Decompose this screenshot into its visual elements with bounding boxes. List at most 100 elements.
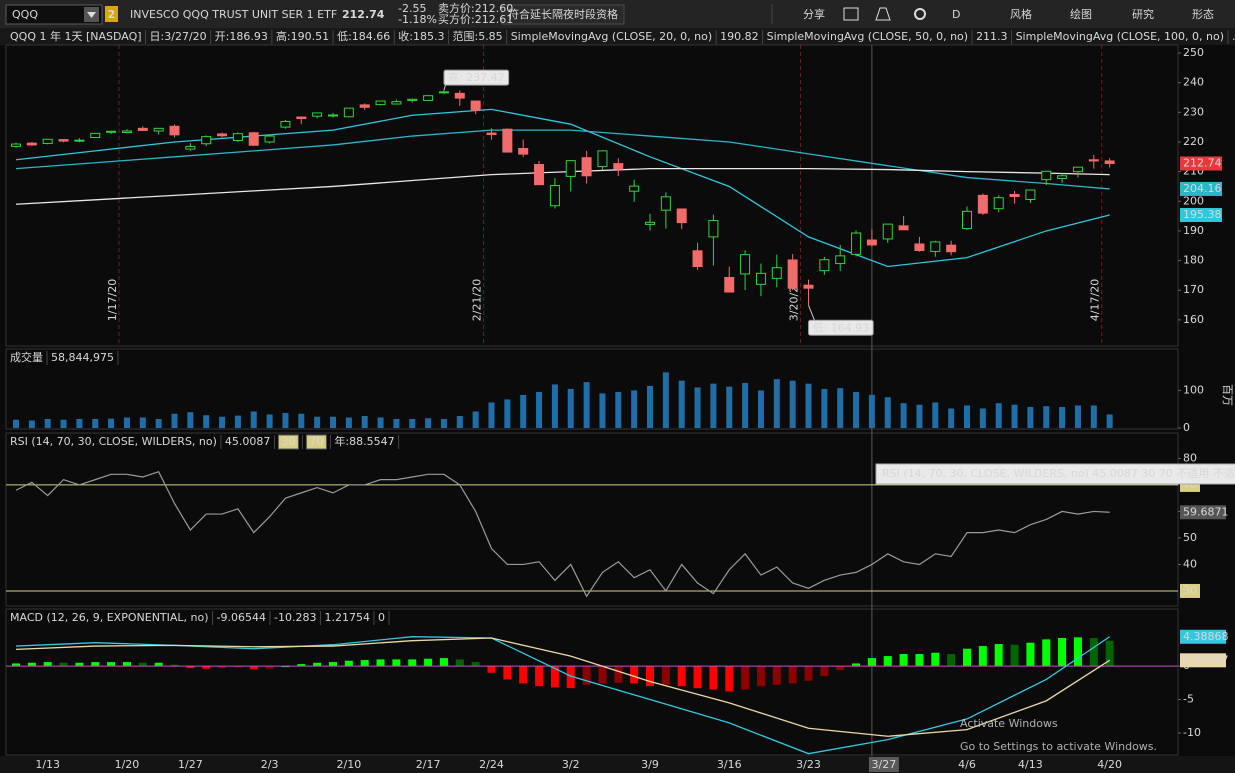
macd-last-label: 4.38868	[1183, 630, 1229, 643]
volume-bar	[472, 411, 479, 428]
candle-body	[597, 150, 608, 168]
moving-average-line	[15, 129, 1110, 190]
macd-histogram-bar	[836, 666, 845, 671]
x-tick-label: 3/23	[796, 758, 821, 771]
macd-histogram-bar	[1089, 638, 1098, 667]
y-tick-label: 180	[1183, 254, 1204, 267]
macd-histogram-bar	[1105, 640, 1114, 667]
volume-bar	[726, 386, 733, 428]
macd-panel	[5, 608, 1179, 756]
macd-histogram-bar	[646, 666, 654, 687]
volume-bar	[250, 411, 257, 428]
volume-bar	[361, 415, 368, 428]
candle-body	[343, 107, 354, 118]
volume-bar	[76, 418, 83, 428]
macd-histogram-bar	[677, 666, 686, 687]
toolbar-button[interactable]: 研究	[1132, 7, 1154, 21]
macd-histogram-bar	[582, 666, 591, 685]
toolbar-button[interactable]: 分享	[803, 7, 825, 21]
candle-body	[660, 196, 671, 211]
volume-bar	[1106, 414, 1113, 428]
rsi-level: 70	[309, 435, 323, 448]
info-field: 日:3/27/20	[150, 30, 207, 43]
candle-body	[1088, 159, 1099, 162]
y-tick-label: 40	[1183, 557, 1197, 570]
candle-body	[787, 259, 798, 289]
extended-hours-box	[501, 4, 625, 25]
macd-header-value: 1.21754	[324, 611, 370, 624]
volume-bar	[948, 408, 955, 428]
macd-histogram-bar	[360, 660, 369, 667]
candle-body	[438, 91, 449, 94]
candle-body	[866, 239, 877, 246]
macd-histogram-bar	[154, 662, 163, 667]
ask: 卖方价:212.60	[438, 1, 513, 15]
volume-bar	[187, 412, 194, 428]
volume-bar	[884, 397, 891, 428]
icon-sheet[interactable]	[843, 7, 859, 21]
candle-body	[121, 130, 132, 133]
last-price-box	[1180, 207, 1222, 222]
macd-histogram-bar	[550, 666, 559, 688]
volume-bar	[266, 414, 273, 428]
volume-bar	[1059, 406, 1066, 428]
toolbar-button[interactable]: D	[952, 8, 960, 21]
dropdown-arrow	[87, 12, 96, 18]
date-axis	[0, 756, 1235, 773]
volume-bar	[219, 416, 226, 428]
volume-bar	[631, 390, 638, 428]
volume-bar	[282, 412, 289, 428]
rsi-title: RSI (14, 70, 30, CLOSE, WILDERS, no)	[10, 435, 217, 448]
callout-box	[443, 69, 510, 86]
volume-bar	[599, 393, 606, 428]
study-name: SimpleMovingAvg (CLOSE, 100, 0, no)	[1016, 30, 1224, 43]
volume-bar	[742, 382, 749, 428]
macd-last-label: 0.86567	[1183, 653, 1229, 666]
info-field: 高:190.51	[276, 29, 329, 43]
candle-body	[629, 185, 640, 192]
candle-body	[1072, 166, 1083, 173]
volume-bar	[536, 391, 543, 428]
macd-histogram-bar	[27, 662, 36, 667]
candle-body	[692, 250, 703, 268]
symbol-box[interactable]	[5, 4, 103, 25]
cursor-date-label: 3/27	[872, 758, 897, 771]
volume-bar	[678, 380, 685, 428]
volume-bar	[425, 418, 432, 428]
moving-average-line	[15, 108, 1110, 268]
icon-gear[interactable]	[914, 8, 926, 20]
macd-histogram-bar	[503, 666, 512, 680]
macd-histogram-bar	[756, 666, 765, 687]
price-panel	[5, 44, 1179, 347]
macd-histogram-bar	[978, 646, 987, 667]
volume-bar	[1043, 406, 1050, 428]
toolbar-button[interactable]: 风格	[1010, 7, 1032, 21]
candle-body	[42, 138, 53, 144]
macd-histogram-bar	[107, 662, 116, 667]
info-field: 开:186.93	[215, 30, 268, 43]
toolbar-button[interactable]: 绘图	[1070, 7, 1092, 21]
description: INVESCO QQQ TRUST UNIT SER 1 ETF	[130, 8, 337, 21]
x-tick-label: 2/10	[336, 758, 361, 771]
macd-histogram-bar	[994, 644, 1003, 667]
rsi-last-label: 59.6871	[1183, 505, 1229, 518]
candle-body	[375, 100, 386, 106]
volume-bar	[393, 418, 400, 428]
toolbar-button[interactable]: 形态	[1192, 8, 1214, 21]
macd-histogram-bar	[43, 662, 52, 667]
icon-flask[interactable]	[875, 7, 891, 21]
macd-histogram-bar	[788, 666, 797, 684]
volume-bar	[789, 380, 796, 428]
candle-body	[153, 127, 164, 132]
volume-bar	[1090, 405, 1097, 428]
volume-bar	[583, 382, 590, 428]
y-tick-label: 240	[1183, 76, 1204, 89]
candle-body	[946, 244, 957, 253]
candle-body	[58, 139, 69, 142]
badge: 2	[108, 8, 116, 21]
candle-body	[708, 220, 719, 238]
volume-bar	[314, 416, 321, 428]
candle-body	[391, 101, 402, 105]
macd-histogram-bar	[598, 666, 607, 684]
volume-bar	[345, 417, 352, 428]
